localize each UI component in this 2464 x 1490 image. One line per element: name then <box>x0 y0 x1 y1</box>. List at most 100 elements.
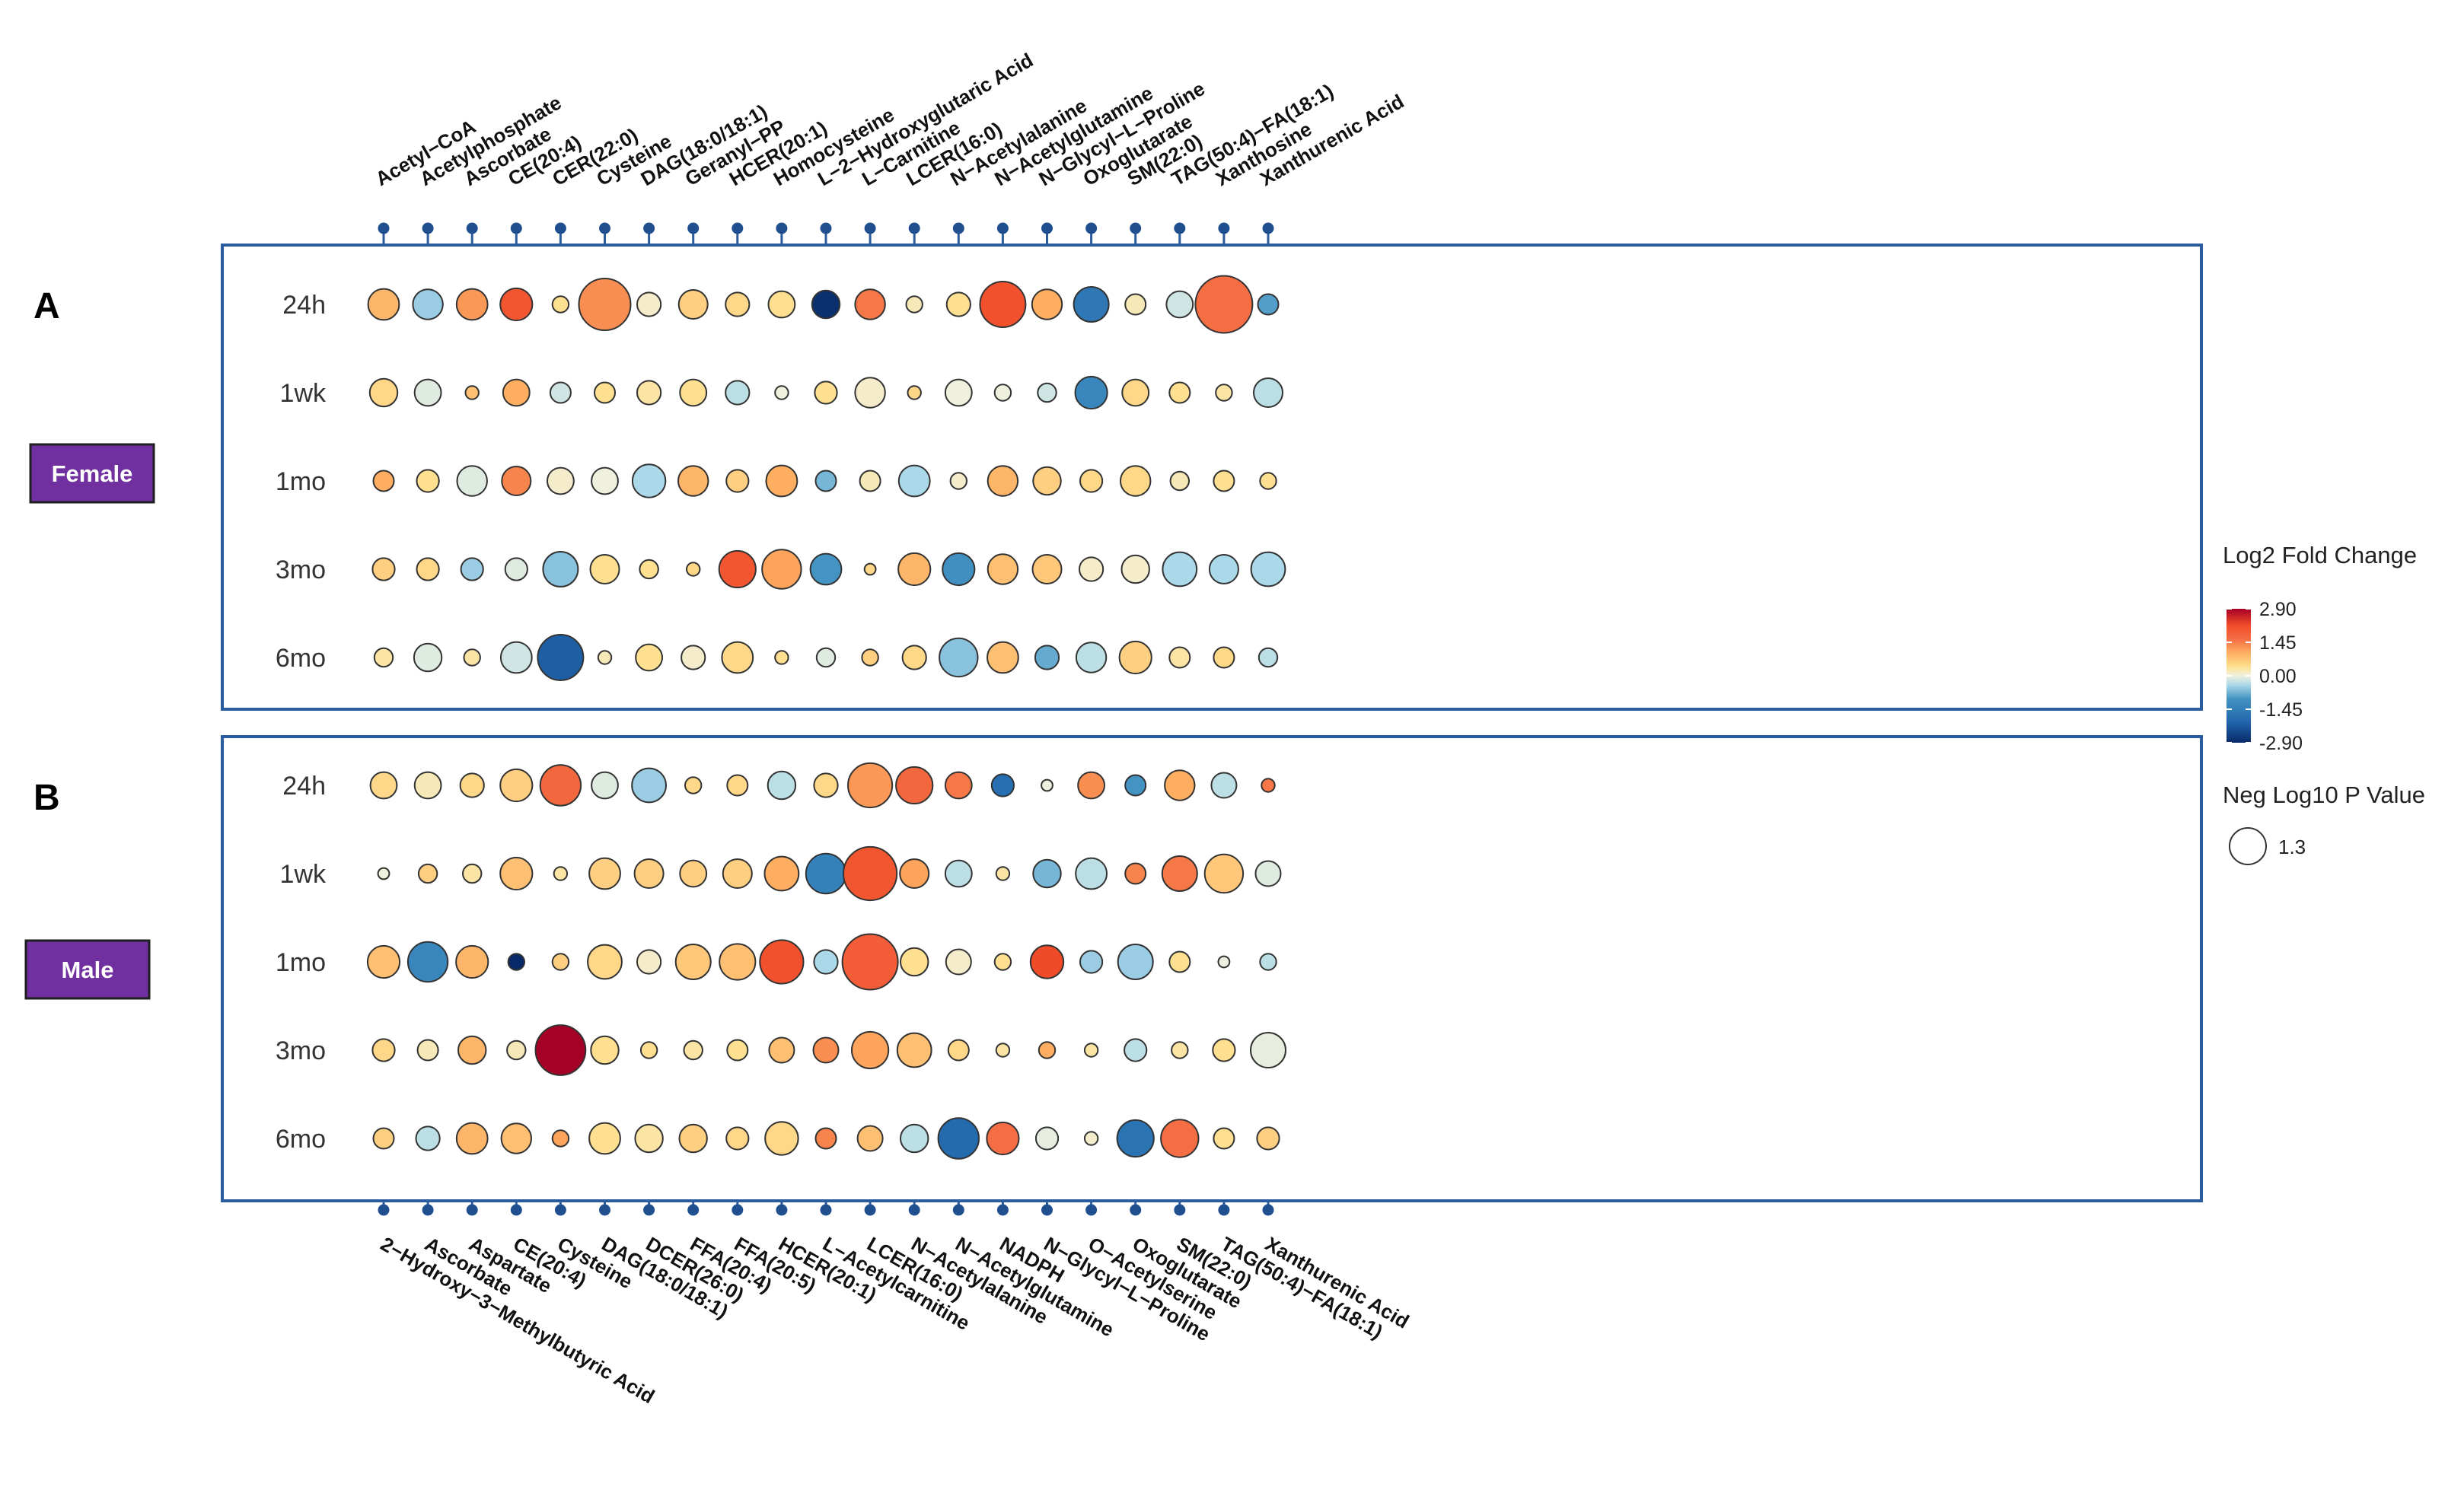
bubble <box>633 858 665 889</box>
bubble <box>412 288 444 320</box>
bubble <box>1257 293 1280 316</box>
bubble <box>814 470 837 492</box>
bubble <box>499 768 534 803</box>
bubble <box>1165 290 1194 319</box>
bubble <box>416 1039 439 1062</box>
bubble <box>1031 554 1063 584</box>
bubble <box>456 465 488 497</box>
bubble <box>942 552 976 587</box>
bubble <box>1029 944 1065 979</box>
bubble <box>377 867 390 880</box>
column-marker <box>864 1204 876 1216</box>
bubble <box>813 772 839 798</box>
bubble <box>901 645 927 670</box>
bubble <box>366 944 401 979</box>
column-marker <box>466 1204 478 1216</box>
bubble <box>722 858 753 889</box>
bubble <box>947 1039 970 1062</box>
group-badge <box>29 443 155 504</box>
bubble <box>764 1121 799 1156</box>
bubble <box>1121 378 1150 407</box>
bubble <box>939 637 979 678</box>
bubble <box>1083 1131 1099 1146</box>
bubble <box>587 944 623 980</box>
bubble <box>591 466 619 495</box>
bubble <box>1116 1119 1155 1158</box>
bubble <box>553 866 569 881</box>
panel-letter: B <box>33 778 60 818</box>
panel-A: AFemale24h1wk1mo3mo6moAcetyl−CoAAcetylph… <box>29 49 2203 711</box>
bubble <box>1213 1127 1235 1150</box>
color-legend-title: Log2 Fold Change <box>2223 542 2417 568</box>
panel-B: BMale24h1wk1mo3mo6mo2−Hydroxy−3−Methylbu… <box>24 735 2203 1408</box>
bubble <box>1194 275 1254 334</box>
column-marker <box>687 1204 700 1216</box>
bubble <box>639 559 659 580</box>
legend: Log2 Fold Change 2.901.450.00-1.45-2.90 … <box>2223 542 2425 865</box>
bubble <box>507 953 525 971</box>
bubble <box>368 377 399 408</box>
bubble <box>937 1117 980 1160</box>
bubble <box>861 648 879 667</box>
column-marker <box>952 222 964 234</box>
colorbar-tick-label: 2.90 <box>2259 599 2297 620</box>
timepoint-label: 1mo <box>276 948 326 977</box>
bubble <box>1208 554 1239 584</box>
bubble <box>1124 862 1147 885</box>
column-marker <box>1174 1204 1186 1216</box>
column-marker <box>732 222 744 234</box>
bubble <box>1077 771 1105 800</box>
bubble <box>455 1122 489 1155</box>
bubble <box>854 377 886 409</box>
bubble <box>636 380 662 406</box>
bubble <box>847 762 894 809</box>
bubble <box>551 953 570 971</box>
bubble <box>1075 857 1108 890</box>
group-badge-label: Male <box>62 957 114 983</box>
bubble <box>631 463 667 498</box>
bubble <box>1079 469 1104 493</box>
bubble <box>406 941 449 983</box>
bubble <box>812 1036 840 1064</box>
bubble <box>1031 288 1063 320</box>
bubble <box>372 1127 395 1150</box>
bubble <box>1250 1032 1286 1068</box>
bubble <box>1041 778 1053 792</box>
bubble <box>1073 286 1110 323</box>
bubble <box>631 767 667 804</box>
column-marker <box>687 222 700 234</box>
timepoint-label: 1wk <box>280 860 327 889</box>
column-marker <box>554 222 566 234</box>
bubble <box>993 953 1012 971</box>
bubble <box>462 863 483 884</box>
bubble <box>815 647 837 668</box>
bubble <box>634 1123 664 1154</box>
colorbar-ticks: 2.90 1.45 0.00 -1.45 -2.90 <box>2227 599 2303 754</box>
bubble <box>589 554 620 584</box>
column-marker <box>952 1204 964 1216</box>
column-marker <box>1130 1204 1142 1216</box>
bubble <box>1259 472 1277 490</box>
bubble <box>591 771 619 800</box>
bubble <box>763 855 800 892</box>
bubble <box>1217 955 1231 969</box>
column-marker <box>1085 1204 1098 1216</box>
column-marker <box>422 1204 434 1216</box>
column-marker <box>776 1204 788 1216</box>
bubble <box>1168 950 1191 973</box>
column-marker <box>1218 222 1230 234</box>
bubble <box>679 859 708 888</box>
bubble <box>995 866 1011 881</box>
bubble <box>1261 778 1276 793</box>
bubble <box>1120 554 1150 584</box>
bubble <box>895 766 934 805</box>
timepoint-label: 1wk <box>280 379 327 408</box>
column-marker <box>1262 222 1274 234</box>
bubble <box>413 378 442 407</box>
bubble <box>1258 647 1279 668</box>
bubble <box>504 557 528 581</box>
bubble <box>986 1121 1020 1156</box>
bubble <box>455 944 489 979</box>
column-marker <box>776 222 788 234</box>
